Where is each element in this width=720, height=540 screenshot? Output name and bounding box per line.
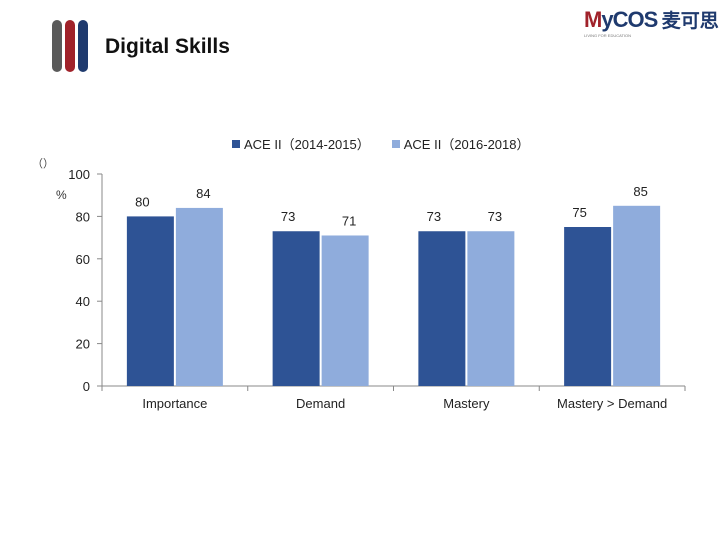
data-label: 85 — [633, 184, 647, 199]
legend-swatch-series1 — [232, 139, 240, 148]
legend-item-series2: ACE II（2016-2018） — [391, 134, 530, 153]
bar-series2 — [467, 231, 515, 386]
page-title: Digital Skills — [105, 35, 230, 58]
bar-series2 — [321, 235, 369, 386]
data-label: 80 — [135, 194, 149, 209]
bar-series1 — [418, 231, 466, 386]
bar-series2 — [175, 207, 223, 386]
y-tick-label: 0 — [83, 379, 90, 394]
y-tick-label: 40 — [76, 294, 90, 309]
legend-label-series2: ACE II（2016-2018） — [403, 137, 530, 152]
bar-series2 — [613, 205, 661, 386]
y-axis-bracket-label: （） — [32, 158, 54, 170]
mycos-logo: MyCOS 麦可思 LIVING FOR EDUCATION — [584, 6, 719, 42]
logo-subtitle: LIVING FOR EDUCATION — [584, 33, 632, 38]
legend-swatch-series2 — [391, 139, 400, 148]
y-axis-unit-label: % — [56, 188, 67, 202]
bar-series1 — [272, 231, 320, 386]
legend-label-series1: ACE II（2014-2015） — [244, 137, 370, 152]
data-label: 73 — [488, 209, 502, 224]
decor-stripe-gray — [52, 20, 62, 72]
x-tick-label: Importance — [142, 396, 207, 411]
bar-series1 — [564, 227, 612, 386]
y-tick-label: 60 — [76, 252, 90, 267]
legend-item-series1: ACE II（2014-2015） — [232, 134, 370, 153]
y-tick-label: 80 — [76, 209, 90, 224]
x-tick-label: Demand — [296, 396, 345, 411]
bar-series1 — [126, 216, 174, 386]
data-label: 84 — [196, 186, 210, 201]
logo-text-rest: yCOS — [601, 7, 658, 32]
chart-legend: ACE II（2014-2015） ACE II（2016-2018） — [232, 134, 530, 153]
logo-cn: 麦可思 — [661, 11, 719, 32]
data-label: 73 — [427, 209, 441, 224]
x-tick-label: Mastery — [443, 396, 490, 411]
y-tick-label: 20 — [76, 337, 90, 352]
decorative-stripes — [52, 20, 92, 72]
decor-stripe-red — [65, 20, 75, 72]
data-label: 71 — [342, 213, 356, 228]
data-label: 73 — [281, 209, 295, 224]
data-label: 75 — [572, 205, 586, 220]
x-tick-label: Mastery > Demand — [557, 396, 667, 411]
y-tick-label: 100 — [68, 167, 90, 182]
logo-text: MyCOS — [584, 7, 658, 32]
decor-stripe-blue — [78, 20, 88, 72]
